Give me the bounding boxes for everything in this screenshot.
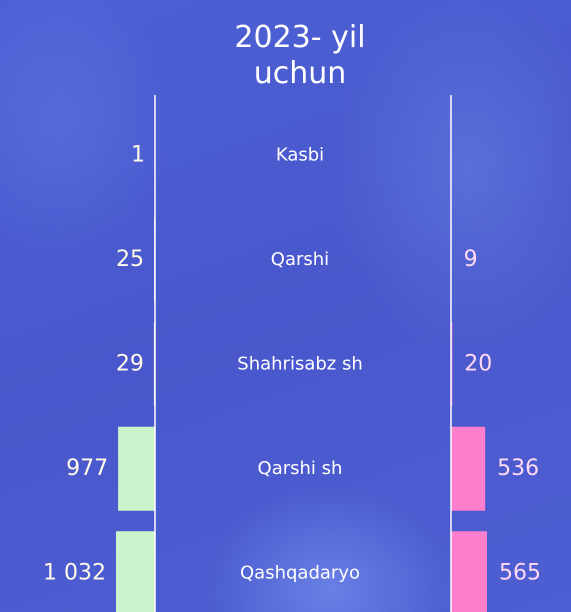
value-label: 25 [116,247,144,272]
bar [451,426,486,511]
value-label: 1 032 [43,560,106,585]
category-label: Shahrisabz sh [237,353,362,374]
value-label: 9 [464,247,478,272]
chart-title: 2023- yil uchun [234,20,366,91]
category-label: Qarshi sh [258,458,343,479]
value-label: 565 [499,560,541,585]
bar [451,531,487,612]
category-label: Kasbi [276,144,324,165]
value-label: 536 [497,456,539,481]
value-label: 977 [66,456,108,481]
bar [116,531,155,612]
value-label: 20 [464,351,492,376]
value-label: 1 [131,142,145,167]
category-label: Qarshi [271,249,329,270]
bar [118,426,155,511]
category-label: Qashqadaryo [240,562,360,583]
value-label: 29 [116,351,144,376]
